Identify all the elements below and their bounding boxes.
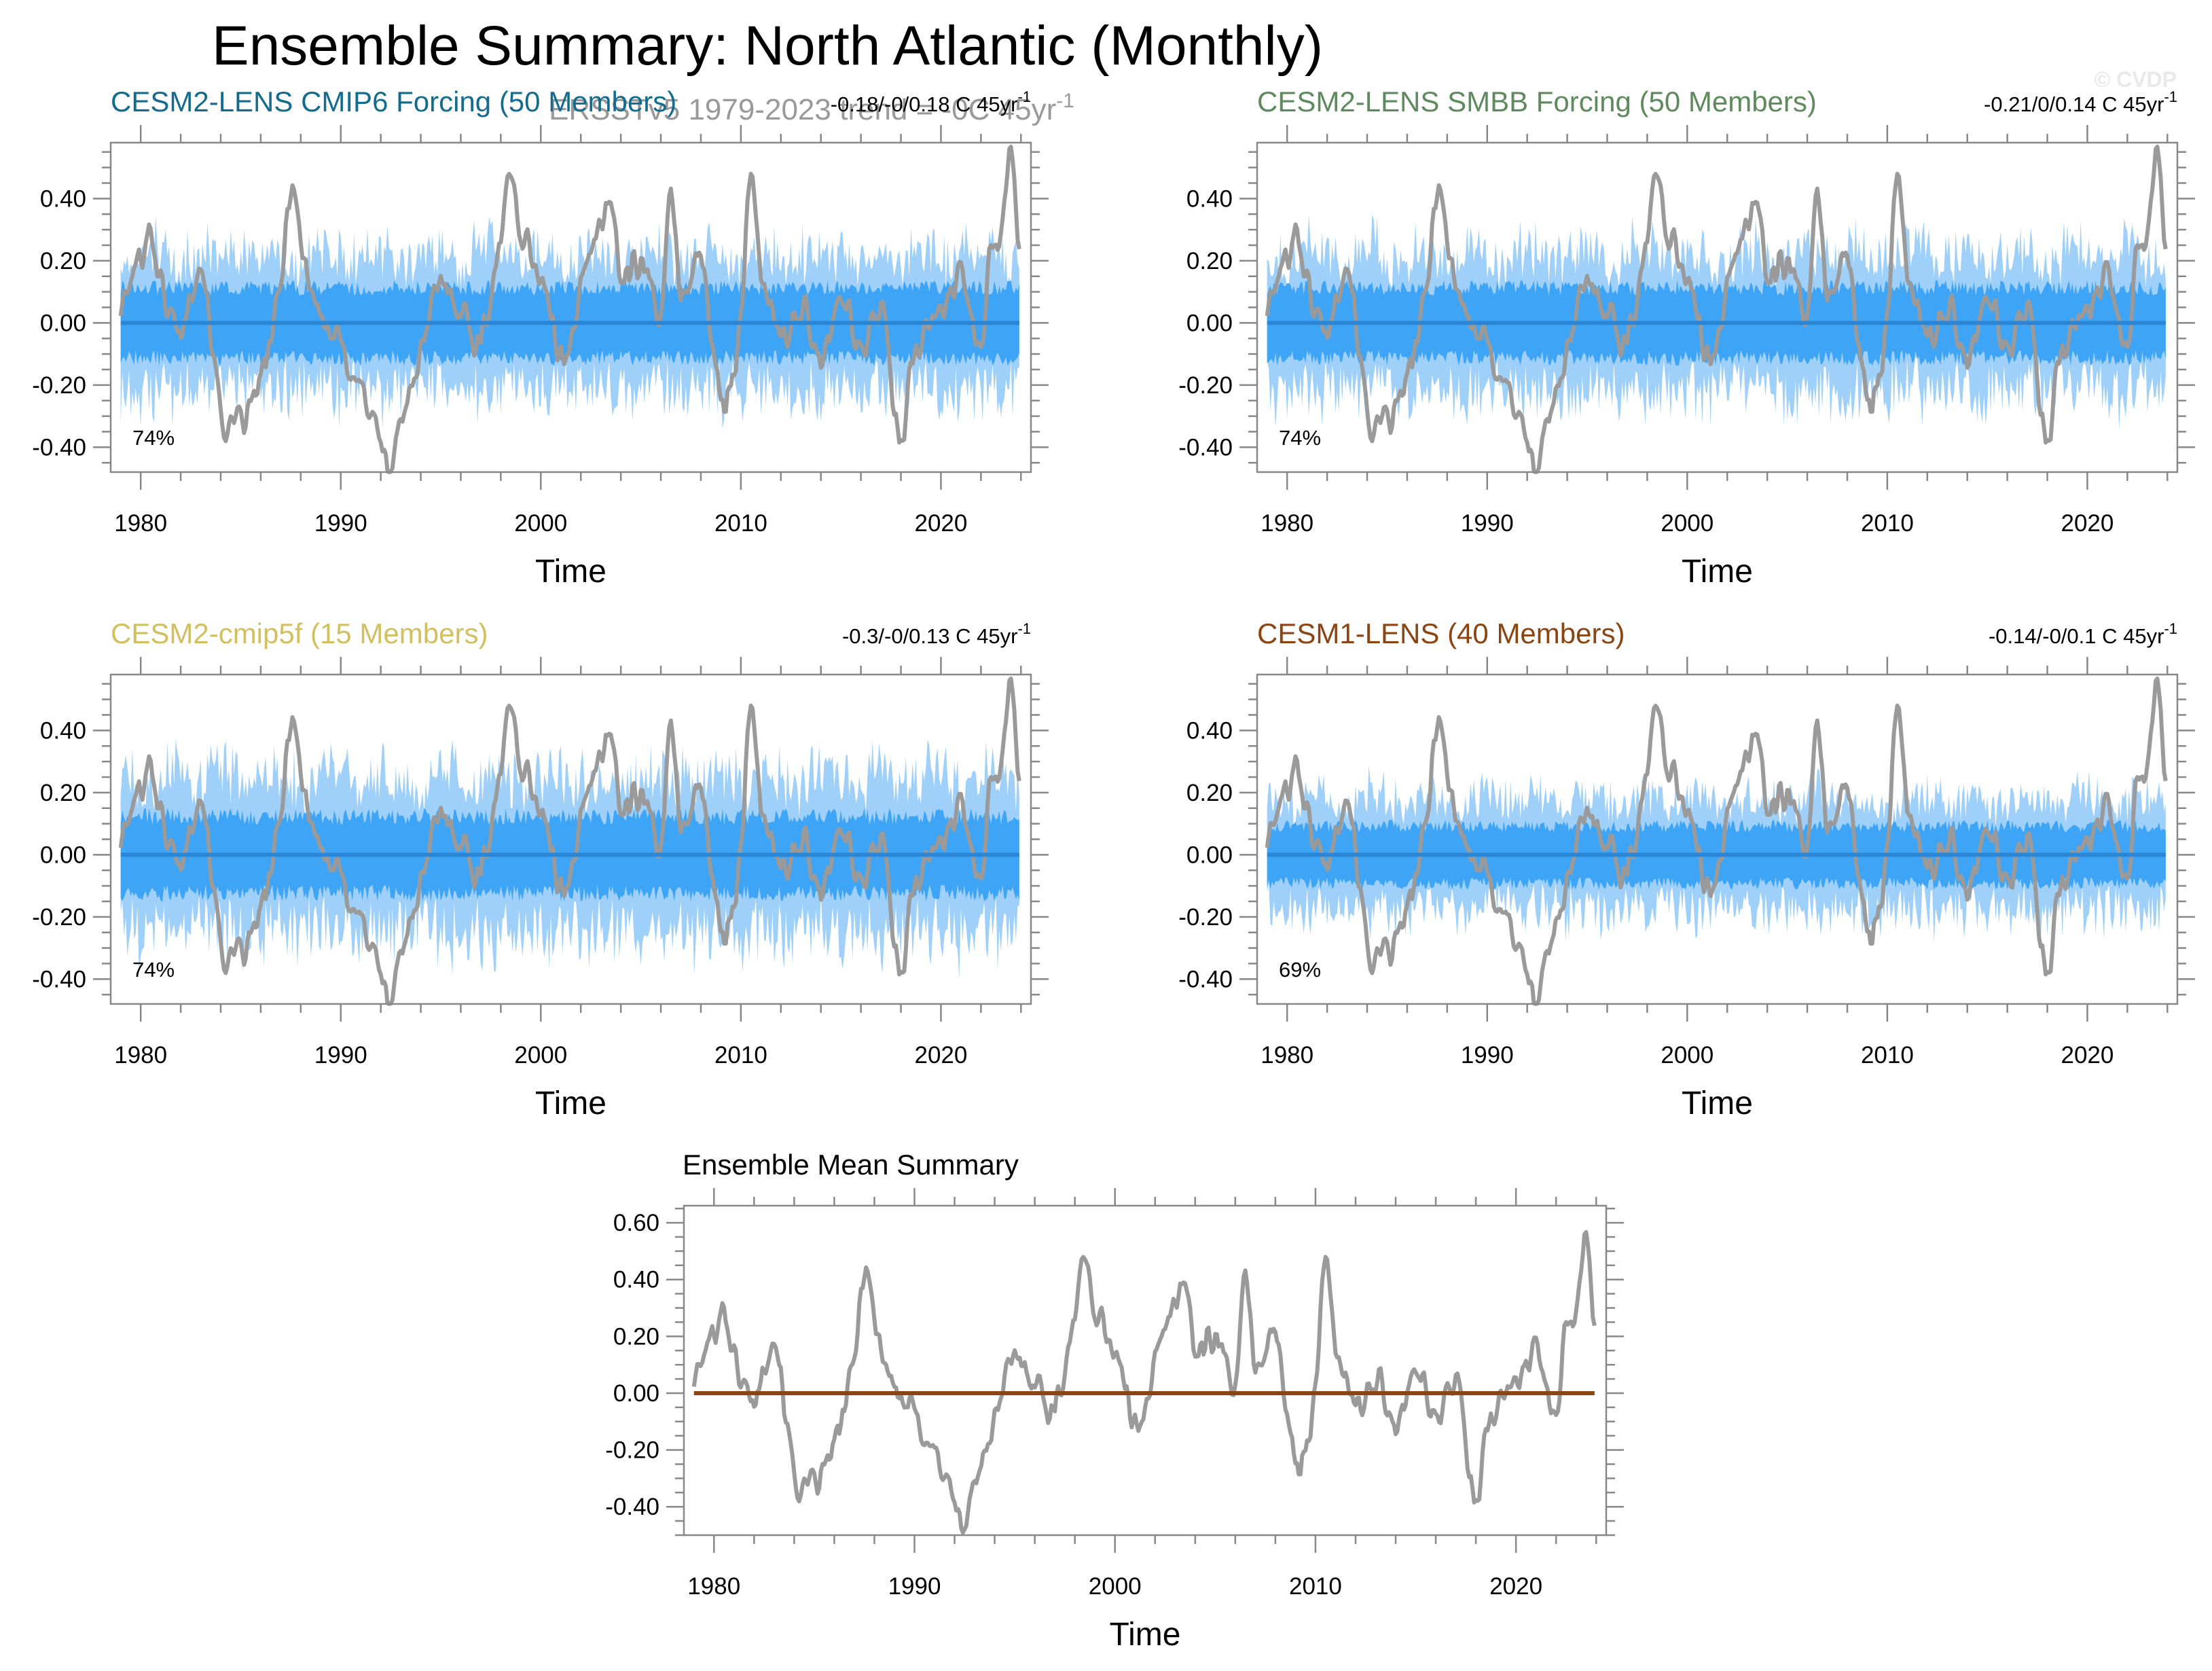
y-tick-label: 0.00 <box>1186 842 1233 868</box>
plot-frame <box>683 1204 1608 1537</box>
observed-line <box>691 1229 1597 1535</box>
x-tick-label: 2020 <box>2061 510 2114 537</box>
y-tick-label: 0.00 <box>613 1380 659 1407</box>
panel-4: CESM1-LENS (40 Members) -0.14/-0/0.1 C 45… <box>1178 617 2195 1121</box>
x-tick-label: 2020 <box>915 510 968 537</box>
y-tick-label: 0.20 <box>40 248 86 274</box>
y-tick-label: 0.20 <box>40 780 86 806</box>
x-axis-label: Time <box>1110 1617 1181 1653</box>
x-tick-label: 1990 <box>1461 1042 1514 1068</box>
panel-trend-sup: -1 <box>1017 88 1031 105</box>
x-tick-label: 2020 <box>2061 1042 2114 1068</box>
x-tick-label: 1990 <box>1461 510 1514 537</box>
y-tick-label: -0.40 <box>32 966 86 992</box>
percent-label: 74% <box>132 958 175 982</box>
x-tick-label: 2010 <box>714 510 767 537</box>
panel-trend-sup: -1 <box>1017 620 1031 637</box>
y-tick-label: 0.40 <box>1186 717 1233 744</box>
panel-title: CESM2-LENS SMBB Forcing (50 Members) <box>1257 86 1817 118</box>
y-tick-label: 0.40 <box>613 1267 659 1293</box>
panel-trend-text: -0.21/0/0.14 C 45yr <box>1984 92 2164 116</box>
x-tick-label: 2010 <box>1861 1042 1914 1068</box>
y-tick-label: 0.60 <box>613 1210 659 1236</box>
y-tick-label: 0.40 <box>40 185 86 212</box>
y-tick-label: 0.40 <box>1186 185 1233 212</box>
y-tick-label: -0.40 <box>605 1494 659 1520</box>
x-axis-label: Time <box>535 554 606 590</box>
x-tick-label: 2000 <box>1661 1042 1714 1068</box>
panel-title: CESM2-cmip5f (15 Members) <box>111 617 488 649</box>
panel-trend-label: -0.18/-0/0.18 C 45yr-1 <box>831 88 1031 116</box>
x-tick-label: 2010 <box>714 1042 767 1068</box>
x-tick-label: 1980 <box>687 1573 740 1600</box>
y-tick-label: -0.20 <box>605 1437 659 1464</box>
percent-label: 69% <box>1279 958 1321 982</box>
x-tick-label: 2000 <box>1089 1573 1142 1600</box>
x-tick-label: 1990 <box>888 1573 941 1600</box>
panel-trend-sup: -1 <box>2164 620 2177 637</box>
x-tick-label: 2000 <box>514 1042 567 1068</box>
figure-title: Ensemble Summary: North Atlantic (Monthl… <box>212 15 1323 77</box>
x-tick-label: 2000 <box>514 510 567 537</box>
panel-2: CESM2-LENS SMBB Forcing (50 Members) -0.2… <box>1178 86 2195 590</box>
panels-group: CESM2-LENS CMIP6 Forcing (50 Members) -0.… <box>32 86 2195 1653</box>
y-tick-label: 0.20 <box>1186 780 1233 806</box>
panel-trend-label: -0.21/0/0.14 C 45yr-1 <box>1984 88 2177 116</box>
y-tick-label: -0.20 <box>1178 904 1233 931</box>
x-tick-label: 2010 <box>1861 510 1914 537</box>
panel-trend-label: -0.14/-0/0.1 C 45yr-1 <box>1989 620 2177 648</box>
y-tick-label: -0.40 <box>1178 434 1233 461</box>
percent-label: 74% <box>132 426 175 450</box>
x-tick-label: 1990 <box>314 510 367 537</box>
y-tick-label: -0.40 <box>1178 966 1233 992</box>
x-tick-label: 2020 <box>1489 1573 1542 1600</box>
x-tick-label: 1980 <box>1261 510 1313 537</box>
figure-subtitle: ERSSTv5 1979-2023 trend = -0C 45yr-1 <box>549 90 1074 126</box>
panel-trend-text: -0.3/-0/0.13 C 45yr <box>842 624 1017 648</box>
x-tick-label: 2010 <box>1289 1573 1342 1600</box>
x-axis-label: Time <box>535 1085 606 1121</box>
figure-subtitle-text: ERSSTv5 1979-2023 trend = -0C 45yr <box>549 93 1056 126</box>
x-tick-label: 1980 <box>114 1042 167 1068</box>
panel-trend-label: -0.3/-0/0.13 C 45yr-1 <box>842 620 1031 648</box>
y-tick-label: 0.00 <box>1186 310 1233 336</box>
panel-title: Ensemble Mean Summary <box>683 1149 1019 1181</box>
x-tick-label: 1990 <box>314 1042 367 1068</box>
y-tick-label: 0.20 <box>1186 248 1233 274</box>
figure-subtitle-sup: -1 <box>1056 90 1074 112</box>
panel-5: Ensemble Mean Summary -0.40 -0.20 0.00 0.20 0… <box>605 1149 1624 1653</box>
percent-label: 74% <box>1279 426 1321 450</box>
x-tick-label: 1980 <box>114 510 167 537</box>
y-tick-label: 0.00 <box>40 310 86 336</box>
panel-1: CESM2-LENS CMIP6 Forcing (50 Members) -0.… <box>32 86 1049 590</box>
y-tick-label: -0.20 <box>32 372 86 399</box>
panel-trend-text: -0.18/-0/0.18 C 45yr <box>831 92 1018 116</box>
x-axis-label: Time <box>1682 1085 1753 1121</box>
y-tick-label: 0.00 <box>40 842 86 868</box>
y-tick-label: -0.40 <box>32 434 86 461</box>
panel-trend-text: -0.14/-0/0.1 C 45yr <box>1989 624 2164 648</box>
panel-3: CESM2-cmip5f (15 Members) -0.3/-0/0.13 C … <box>32 617 1049 1121</box>
y-tick-label: -0.20 <box>32 904 86 931</box>
x-tick-label: 2020 <box>915 1042 968 1068</box>
panel-title: CESM1-LENS (40 Members) <box>1257 617 1625 649</box>
panel-title: CESM2-LENS CMIP6 Forcing (50 Members) <box>111 86 676 118</box>
x-tick-label: 2000 <box>1661 510 1714 537</box>
panel-trend-sup: -1 <box>2164 88 2177 105</box>
x-tick-label: 1980 <box>1261 1042 1313 1068</box>
copyright-mark: © CVDP <box>2095 67 2177 92</box>
y-tick-label: 0.40 <box>40 717 86 744</box>
y-tick-label: -0.20 <box>1178 372 1233 399</box>
x-axis-label: Time <box>1682 554 1753 590</box>
y-tick-label: 0.20 <box>613 1323 659 1350</box>
